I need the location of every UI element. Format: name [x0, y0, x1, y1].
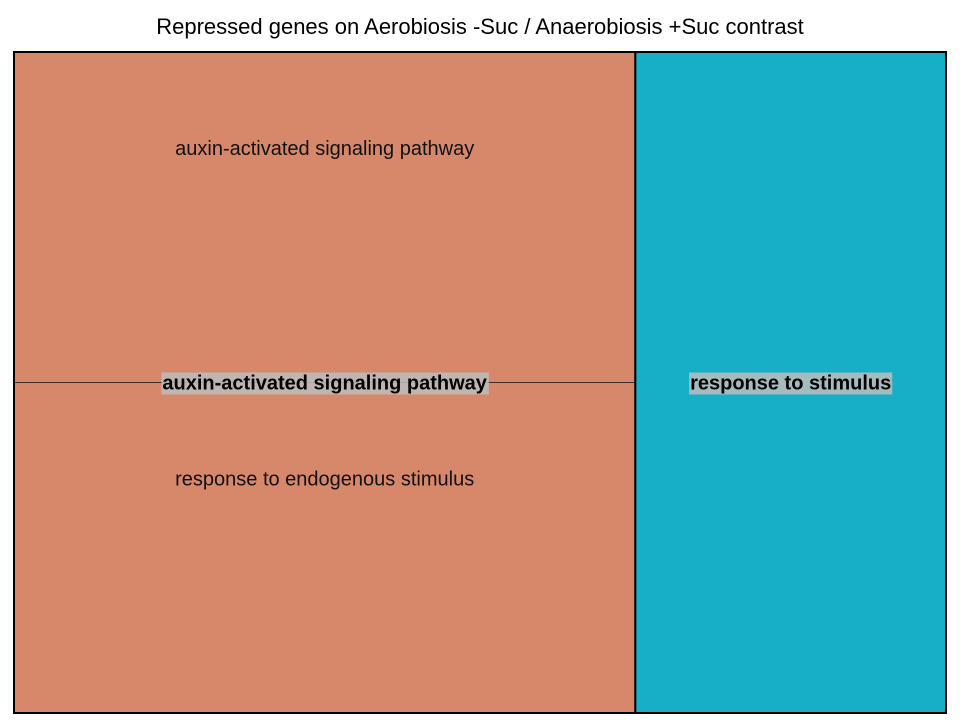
group-label-background: [161, 372, 489, 395]
chart-title: Repressed genes on Aerobiosis -Suc / Ana…: [156, 14, 804, 39]
tile-label: auxin-activated signaling pathway: [175, 138, 474, 160]
tile-label: response to endogenous stimulus: [175, 468, 474, 490]
treemap-tile: [13, 51, 636, 383]
treemap-tile: [13, 382, 636, 714]
group-label-background: [689, 372, 893, 395]
group-label: auxin-activated signaling pathway: [162, 373, 487, 395]
group-border: [634, 51, 947, 714]
group-label: response to stimulus: [690, 373, 891, 395]
